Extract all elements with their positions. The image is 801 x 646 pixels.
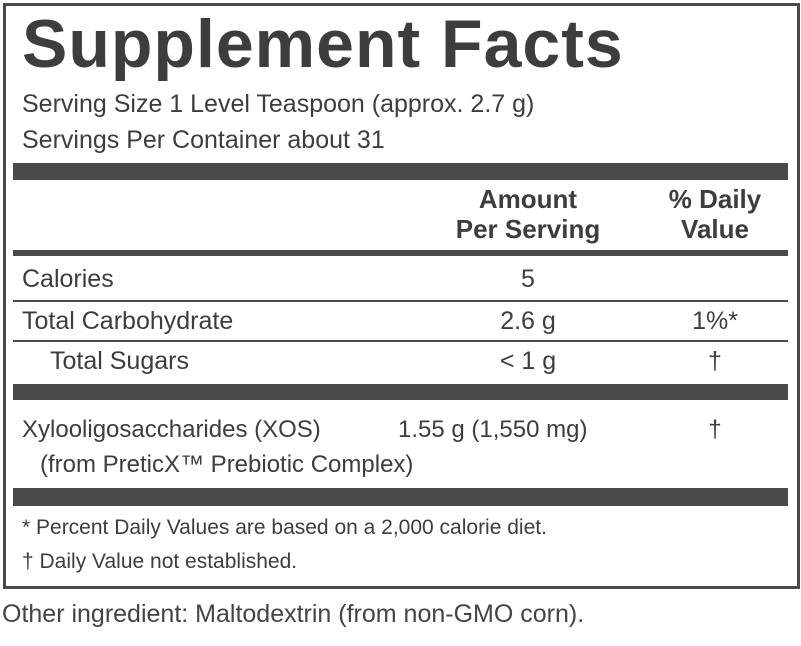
row-source: (from PreticX™ Prebiotic Complex) <box>40 451 414 478</box>
servings-per-container: Servings Per Container about 31 <box>22 126 385 154</box>
row-name: Total Sugars <box>50 347 189 375</box>
column-header: Amount <box>478 184 578 214</box>
thick-rule <box>13 384 788 400</box>
row-amount: 2.6 g <box>500 307 556 335</box>
label-border <box>3 3 800 589</box>
footnote: † Daily Value not established. <box>22 550 298 573</box>
row-name: Xylooligosaccharides (XOS) <box>22 416 321 443</box>
row-amount: < 1 g <box>499 347 557 375</box>
row-name: Total Carbohydrate <box>22 307 234 335</box>
thin-rule <box>13 300 788 302</box>
column-header: Per Serving <box>455 214 601 244</box>
row-daily-value: † <box>708 416 722 443</box>
thick-rule <box>13 488 788 506</box>
serving-size: Serving Size 1 Level Teaspoon (approx. 2… <box>22 90 535 118</box>
row-amount: 5 <box>521 265 535 293</box>
thin-rule <box>13 340 788 342</box>
thick-rule <box>13 163 788 180</box>
footnote: * Percent Daily Values are based on a 2,… <box>22 516 547 539</box>
medium-rule <box>13 250 788 256</box>
row-name: Calories <box>22 265 114 293</box>
row-daily-value: † <box>708 347 722 375</box>
other-ingredients: Other ingredient: Maltodextrin (from non… <box>2 600 585 628</box>
column-header: Value <box>681 214 749 244</box>
column-header: % Daily <box>668 184 762 214</box>
row-amount: 1.55 g (1,550 mg) <box>398 416 588 443</box>
title: Supplement Facts <box>22 6 624 82</box>
row-daily-value: 1%* <box>692 307 738 335</box>
